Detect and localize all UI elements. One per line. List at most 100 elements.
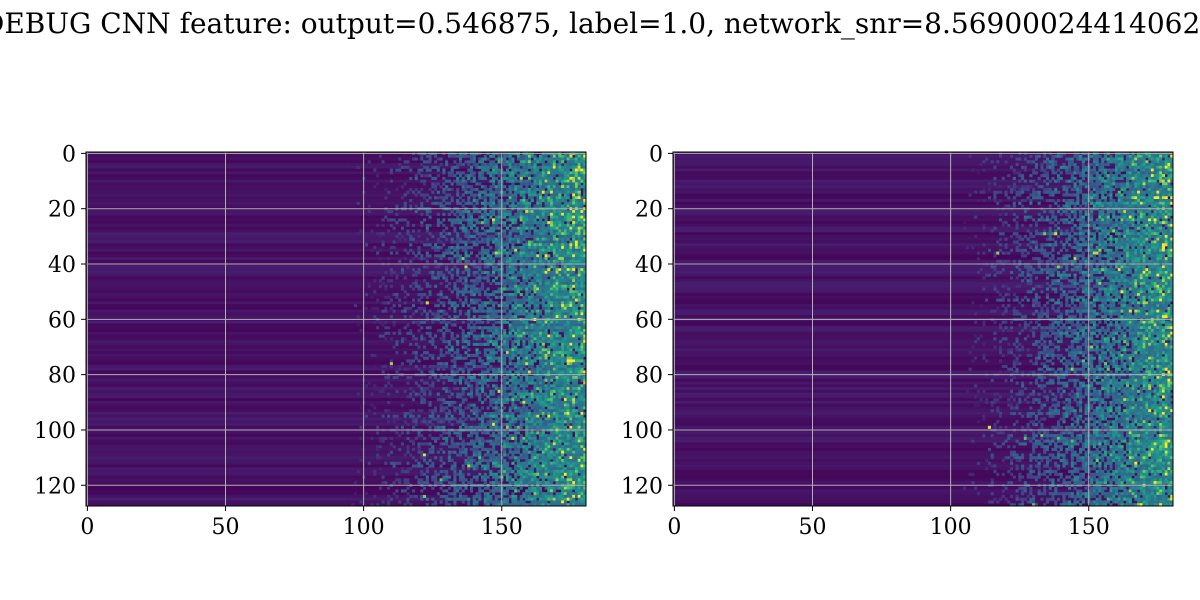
heatmap-cell	[503, 301, 507, 305]
heatmap-cell	[544, 221, 548, 225]
heatmap-cell	[536, 270, 540, 274]
heatmap-cell	[497, 218, 501, 222]
heatmap-cell	[406, 229, 410, 233]
heatmap-cell	[577, 257, 581, 261]
heatmap-cell	[558, 279, 562, 283]
heatmap-cell	[533, 190, 537, 194]
heatmap-cell	[552, 445, 556, 449]
heatmap-cell	[541, 348, 545, 352]
heatmap-cell	[489, 439, 493, 443]
heatmap-cell	[561, 218, 565, 222]
heatmap-cell	[577, 359, 581, 363]
heatmap-cell	[561, 364, 565, 369]
heatmap-cell	[464, 423, 468, 427]
heatmap-cell	[403, 165, 407, 169]
heatmap-cell	[503, 171, 507, 175]
heatmap-cell	[469, 353, 474, 357]
heatmap-cell	[574, 392, 579, 396]
heatmap-cell	[514, 362, 518, 366]
heatmap-cell	[533, 340, 537, 344]
heatmap-cell	[519, 304, 523, 308]
heatmap-cell	[467, 210, 471, 214]
heatmap-cell	[503, 434, 507, 438]
heatmap-cell	[481, 400, 485, 404]
heatmap-cell	[555, 185, 559, 189]
heatmap-cell	[514, 196, 518, 200]
heatmap-cell	[469, 154, 474, 158]
heatmap-cell	[503, 356, 507, 360]
heatmap-cell	[478, 359, 482, 363]
heatmap-cell	[497, 248, 501, 252]
heatmap-cell	[561, 257, 565, 261]
heatmap-row-band	[86, 187, 586, 192]
heatmap-cell	[574, 215, 579, 219]
heatmap-cell	[577, 425, 581, 429]
heatmap-cell	[423, 381, 427, 385]
heatmap-cell	[447, 270, 451, 274]
heatmap-cell	[550, 223, 554, 227]
heatmap-row-band	[86, 176, 586, 180]
heatmap-cell	[505, 279, 509, 283]
heatmap-cell	[481, 431, 485, 435]
heatmap-cell	[574, 199, 579, 203]
heatmap-cell	[409, 187, 413, 192]
heatmap-cell	[461, 331, 465, 335]
heatmap-cell	[561, 304, 565, 308]
heatmap-cell	[494, 265, 498, 269]
heatmap-cell	[522, 364, 526, 369]
heatmap-cell	[486, 163, 490, 167]
heatmap-cell	[580, 378, 584, 382]
heatmap-cell	[486, 201, 490, 205]
heatmap-cell	[508, 411, 512, 416]
heatmap-cell	[566, 223, 570, 227]
heatmap-cell	[431, 384, 435, 388]
heatmap-cell	[508, 270, 512, 274]
heatmap-cell	[436, 425, 440, 429]
heatmap-cell	[572, 223, 576, 227]
heatmap-cell	[481, 287, 485, 291]
heatmap-cell	[555, 442, 559, 446]
heatmap-cell	[550, 398, 554, 402]
heatmap-cell	[558, 179, 562, 183]
heatmap-cell	[503, 163, 507, 167]
heatmap-cell	[580, 251, 584, 255]
heatmap-cell	[552, 406, 556, 410]
heatmap-cell	[572, 240, 576, 244]
heatmap-cell	[400, 226, 404, 230]
heatmap-cell	[561, 306, 565, 310]
heatmap-cell	[439, 434, 443, 438]
heatmap-cell	[558, 174, 562, 178]
heatmap-cell	[577, 215, 581, 219]
heatmap-cell	[569, 182, 573, 186]
heatmap-cell	[447, 431, 451, 435]
heatmap-cell	[475, 163, 479, 167]
heatmap-cell	[456, 351, 460, 355]
heatmap-cell	[483, 176, 487, 180]
heatmap-cell	[569, 259, 573, 263]
heatmap-cell	[367, 210, 371, 214]
heatmap-cell	[508, 423, 512, 427]
heatmap-cell	[505, 348, 509, 352]
heatmap-cell	[400, 265, 404, 269]
heatmap-cell	[472, 210, 476, 214]
heatmap-cell	[572, 403, 576, 407]
heatmap-cell	[566, 320, 570, 324]
heatmap-cell	[450, 304, 454, 308]
heatmap-cell	[395, 212, 399, 216]
heatmap-cell	[458, 237, 462, 241]
heatmap-cell	[445, 193, 449, 197]
heatmap-cell	[558, 320, 562, 324]
heatmap-cell	[574, 423, 579, 427]
heatmap-cell	[365, 306, 369, 310]
heatmap-cell	[431, 234, 435, 239]
heatmap-cell	[572, 411, 576, 416]
heatmap-cell	[525, 221, 529, 225]
heatmap-cell	[497, 179, 501, 183]
heatmap-cell	[483, 154, 487, 158]
heatmap-cell	[519, 171, 523, 175]
heatmap-cell	[572, 176, 576, 180]
heatmap-cell	[519, 301, 523, 305]
heatmap-cell	[514, 229, 518, 233]
heatmap-cell	[544, 434, 548, 438]
heatmap-cell	[442, 420, 446, 424]
